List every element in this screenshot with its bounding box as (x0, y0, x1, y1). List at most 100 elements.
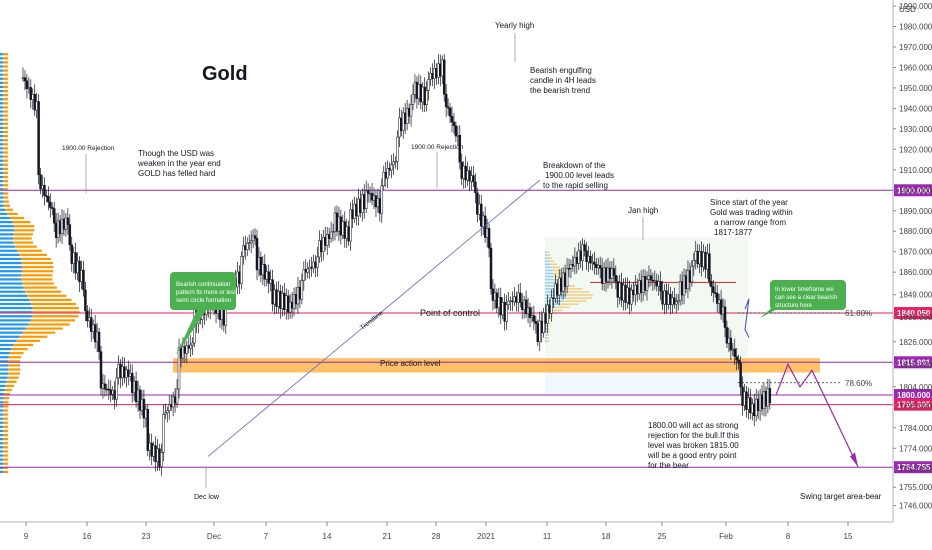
volume-bar-buy (0, 151, 4, 154)
volume-bar-sell (3, 69, 9, 72)
y-tick-label: 1849.000 (899, 291, 932, 300)
svg-text:Bearish continuation: Bearish continuation (176, 282, 230, 288)
candle-body (446, 106, 450, 109)
volume-bar-sell (3, 130, 9, 134)
candle-body (76, 260, 79, 274)
candle-body (162, 413, 165, 453)
volume-bar-buy (0, 343, 14, 347)
candle-body (99, 351, 103, 389)
volume-bar-sell (6, 380, 17, 383)
candle-body (659, 281, 662, 292)
candle-body (692, 260, 696, 267)
candle-body (242, 245, 245, 257)
volume-bar-buy (0, 339, 17, 342)
volume-bar-buy (0, 335, 20, 338)
volume-bar-buy (0, 237, 14, 240)
volume-bar-sell (3, 175, 9, 179)
breakdown-note: Breakdown of the 1900.00 level leads to … (543, 161, 614, 190)
y-tick-label: 1784.000 (899, 424, 932, 433)
x-tick-label: 23 (142, 532, 151, 541)
price-level-tag (894, 307, 932, 320)
projection-arrowhead (850, 452, 858, 467)
candle-body (583, 244, 586, 251)
candle-body (47, 196, 50, 203)
volume-bar-buy (0, 98, 4, 101)
volume-bar-sell (21, 270, 54, 273)
volume-bar-buy (0, 118, 4, 121)
lower-tf-callout: In lower timeframe we can see a clear be… (760, 280, 846, 318)
candle-body (710, 281, 713, 287)
candle-body (49, 201, 52, 208)
candle-body (729, 337, 733, 351)
candle-body (105, 388, 109, 391)
volume-bar-buy (0, 302, 32, 306)
volume-bar-buy (0, 282, 23, 285)
x-tick-label: 28 (432, 532, 441, 541)
volume-bar-sell (3, 155, 9, 158)
volume-bar-sell (19, 253, 48, 256)
volume-bar-sell (23, 286, 57, 289)
volume-bar-sell (3, 188, 9, 191)
volume-bar-sell (3, 405, 9, 408)
candle-body (768, 388, 772, 404)
candle-body (454, 125, 458, 137)
volume-bar-buy (0, 458, 4, 461)
volume-bar-sell (13, 233, 33, 236)
volume-bar-buy (0, 368, 9, 371)
candle-body (306, 268, 309, 273)
candle-body (103, 383, 107, 390)
candle-body (472, 175, 475, 183)
volume-bar-buy (0, 253, 20, 256)
volume-bar-sell (3, 85, 9, 89)
svg-text:for the bear: for the bear (648, 461, 689, 470)
volume-bar-buy (0, 216, 10, 220)
volume-bar-buy (0, 270, 22, 273)
volume-bar-buy (0, 57, 4, 60)
volume-bar-sell (3, 98, 9, 101)
volume-bar-sell (21, 274, 53, 277)
candle-body (589, 255, 592, 264)
volume-bar-buy (0, 77, 4, 80)
candle-body (300, 280, 304, 300)
candle-body (715, 292, 719, 304)
volume-bar-buy (0, 380, 7, 383)
svg-text:structure here: structure here (775, 303, 813, 309)
time-axis[interactable]: 9 16 23 Dec 7 14 21 28 2021 11 18 25 Feb 8 15 (0, 521, 893, 541)
volume-bar-buy (0, 446, 4, 449)
volume-bar-sell (28, 323, 70, 326)
volume-bar-sell (3, 401, 9, 404)
volume-bar-buy (0, 413, 4, 416)
volume-bar-sell (3, 180, 9, 183)
candle-body (45, 195, 48, 197)
volume-bar-buy (0, 470, 4, 474)
candle-body (396, 136, 399, 162)
volume-bar-buy (0, 225, 15, 228)
volume-bar-sell (3, 429, 9, 433)
candle-body (450, 116, 454, 123)
volume-bar-sell (14, 229, 35, 232)
y-tick-label: 1755.000 (899, 483, 932, 492)
x-tick-label: 8 (786, 532, 791, 541)
x-tick-label: 2021 (477, 532, 495, 541)
x-tick-label: 14 (323, 532, 332, 541)
candle-body (37, 101, 40, 175)
y-tick-label: 1826.000 (899, 338, 932, 347)
candle-body (474, 181, 477, 194)
svg-text:weaken in the year end: weaken in the year end (137, 159, 221, 168)
bearish-engulfing-note: Bearish engulfing candle in 4H leads the… (530, 66, 596, 95)
volume-bar-buy (0, 94, 4, 97)
projection-path (775, 362, 859, 467)
volume-bar-sell (3, 466, 9, 469)
candle-body (125, 369, 128, 378)
price-axis[interactable]: 1746.000 1755.000 1764.000 1774.000 1784.000… (892, 0, 932, 522)
candle-body (255, 238, 259, 271)
candle-body (708, 253, 711, 282)
volume-bar-sell (3, 106, 9, 109)
volume-bar-buy (0, 180, 4, 183)
volume-bar-sell (3, 57, 9, 60)
volume-bar-buy (0, 331, 23, 334)
volume-bar-sell (3, 200, 9, 203)
candle-body (612, 268, 616, 276)
candle-body (567, 267, 571, 270)
